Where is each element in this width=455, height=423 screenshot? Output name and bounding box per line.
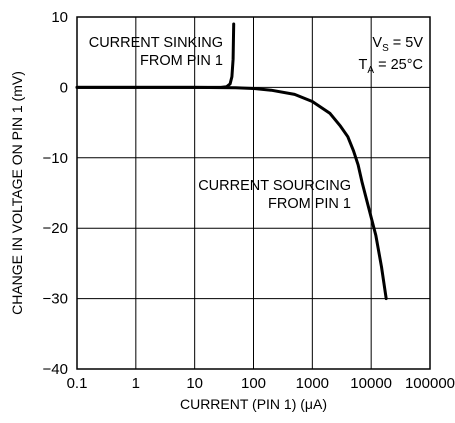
y-axis-title: CHANGE IN VOLTAGE ON PIN 1 (mV): [9, 71, 25, 315]
x-tick-label: 0.1: [67, 375, 88, 392]
supply-voltage-label: VS = 5V: [372, 35, 423, 54]
sinking-label-line-2: FROM PIN 1: [140, 53, 223, 69]
x-tick-label: 1: [132, 375, 140, 392]
x-tick-label: 10000: [350, 375, 392, 392]
y-tick-label: −20: [43, 220, 68, 237]
sourcing-annotation: CURRENT SOURCING FROM PIN 1: [198, 178, 351, 212]
x-axis-title: CURRENT (PIN 1) (μA): [180, 396, 327, 412]
x-tick-label: 1000: [296, 375, 329, 392]
sinking-annotation: CURRENT SINKING FROM PIN 1: [89, 35, 223, 69]
y-tick-label: 10: [51, 9, 68, 26]
sinking-label-line-1: CURRENT SINKING: [89, 35, 223, 51]
sourcing-curve: [75, 85, 388, 301]
y-tick-label: −30: [43, 291, 68, 308]
y-tick-label: −10: [43, 150, 68, 167]
y-tick-label: 0: [60, 79, 68, 96]
sourcing-label-line-1: CURRENT SOURCING: [198, 178, 351, 194]
x-tick-label: 10: [186, 375, 203, 392]
sourcing-label-line-2: FROM PIN 1: [268, 196, 351, 212]
y-tick-label: −40: [43, 361, 68, 378]
x-tick-label: 100000: [405, 375, 455, 392]
x-tick-label: 100: [241, 375, 266, 392]
plot-frame: [76, 16, 431, 370]
condition-labels: VS = 5V TA = 25°C: [359, 35, 424, 76]
ambient-temperature-label: TA = 25°C: [359, 57, 423, 76]
series-lines: [75, 22, 388, 301]
